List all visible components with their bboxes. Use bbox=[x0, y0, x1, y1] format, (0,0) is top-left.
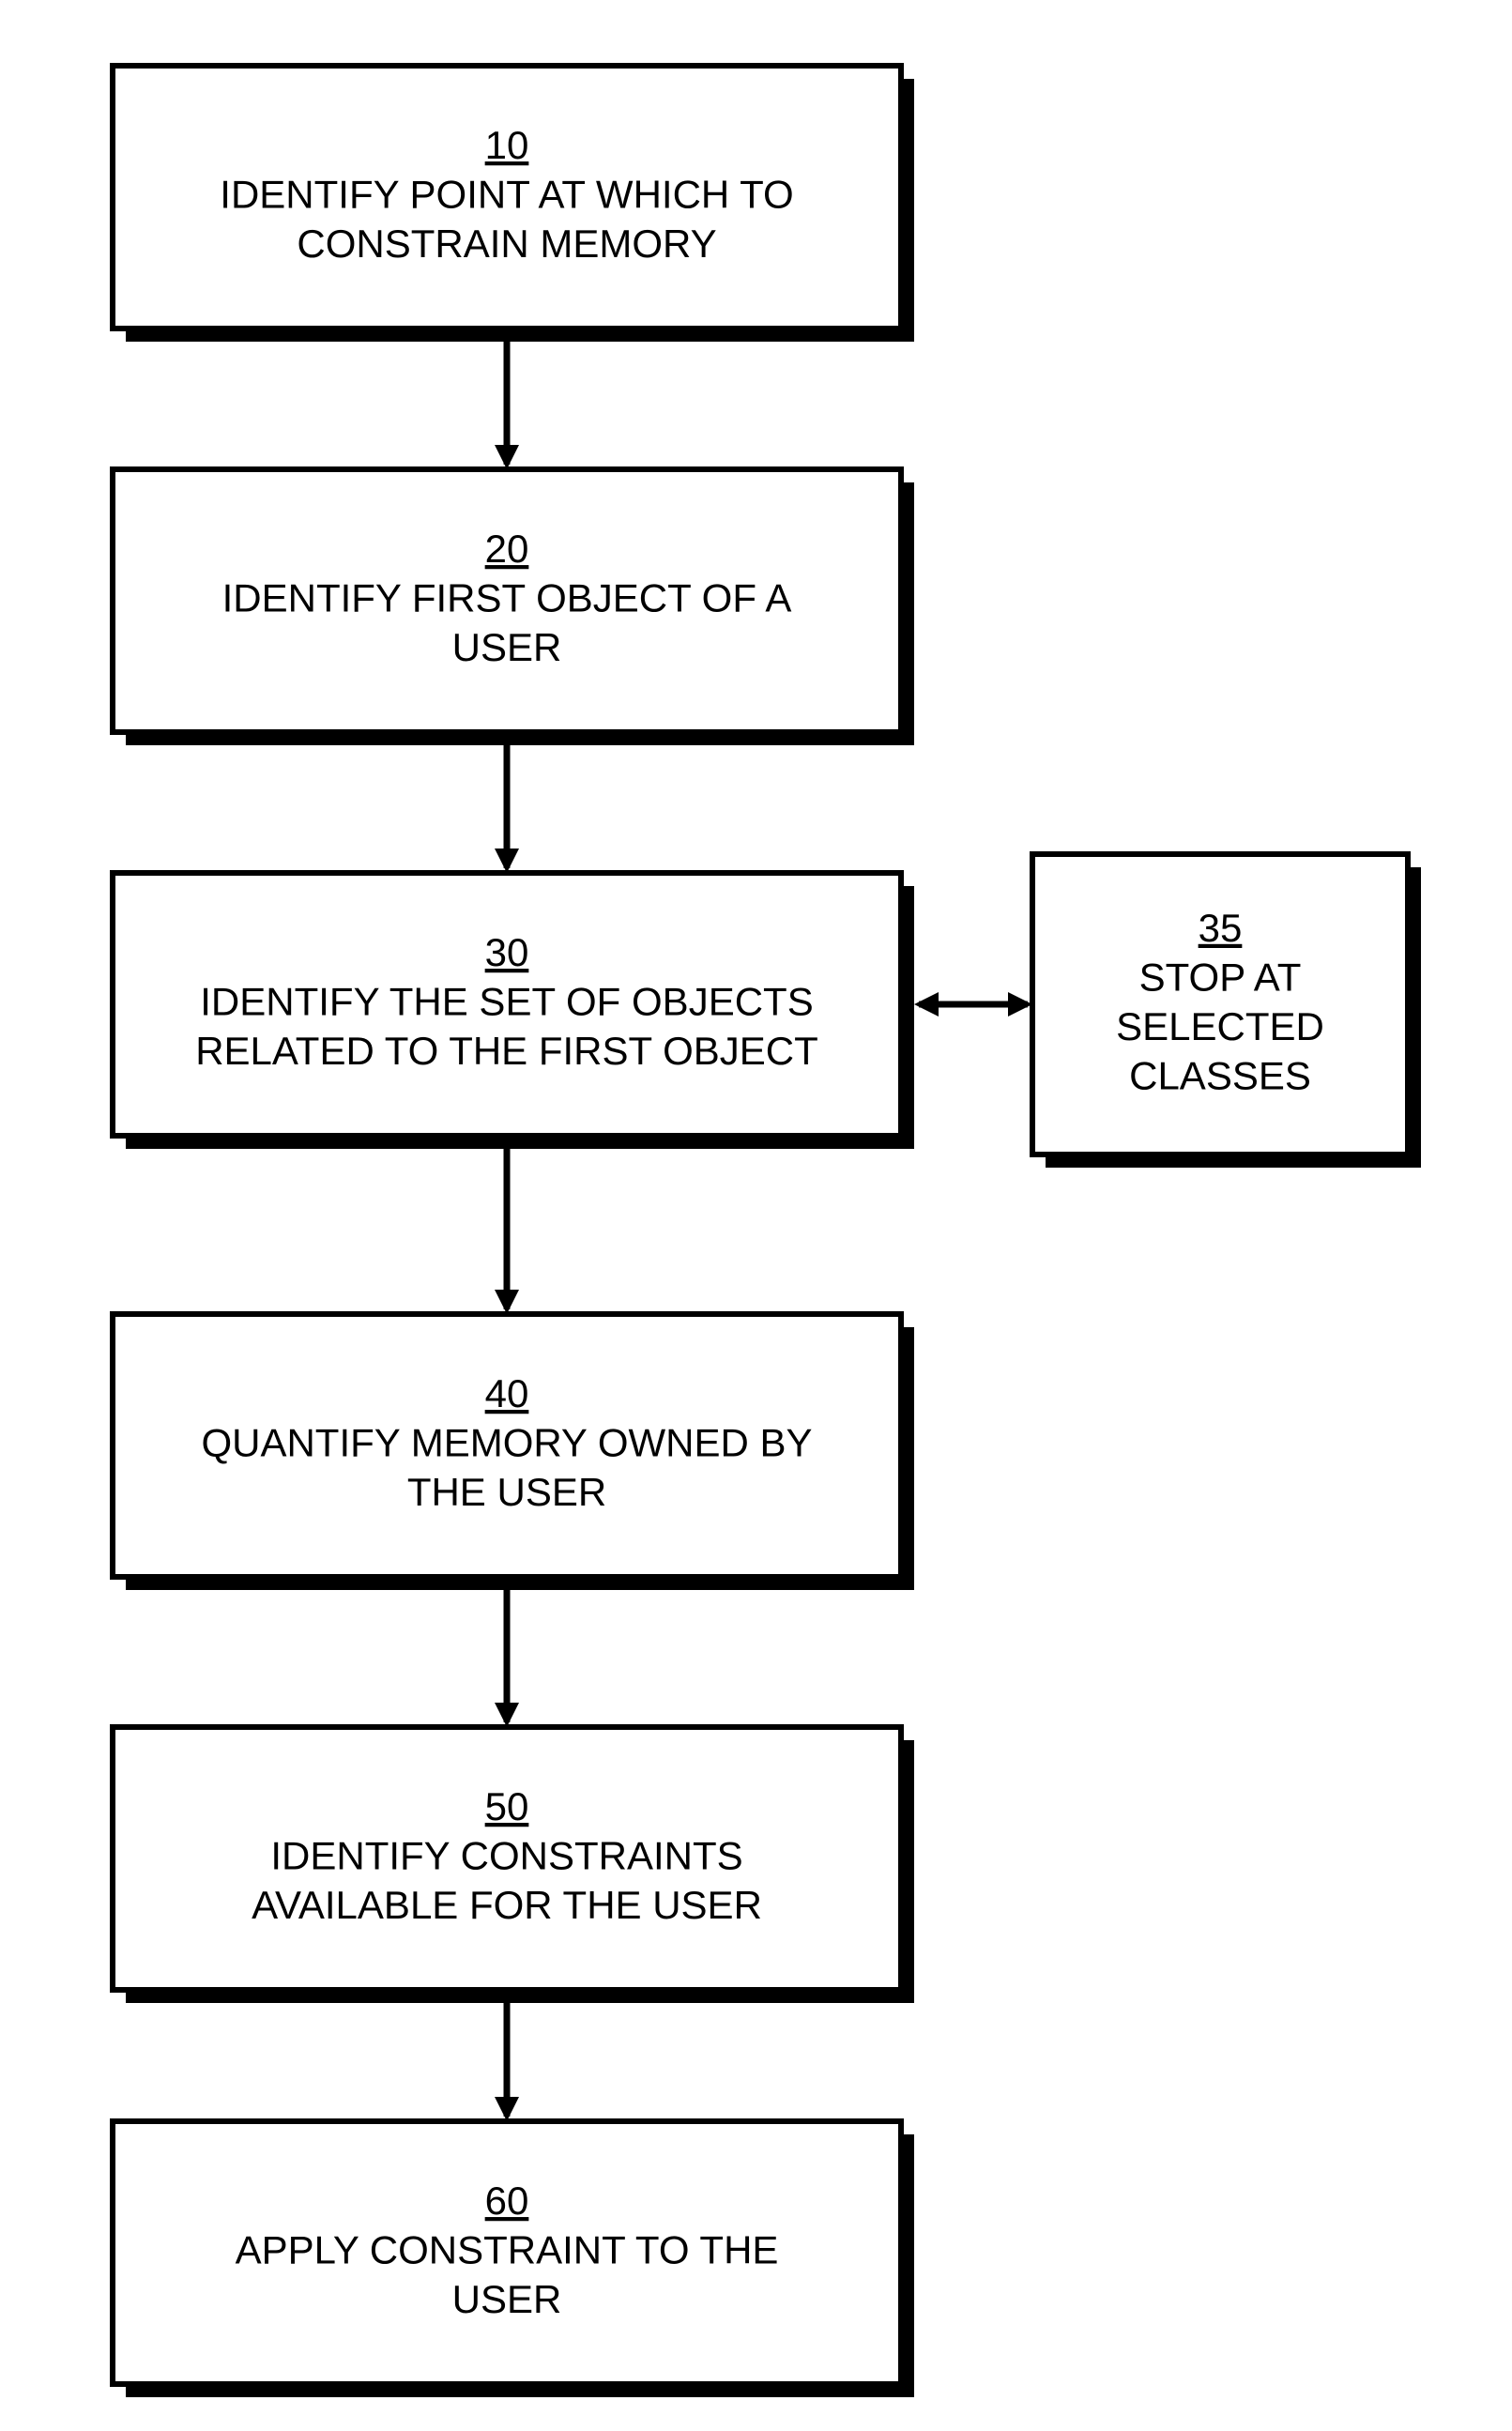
node-label-line: SELECTED bbox=[1116, 1004, 1324, 1048]
node-number: 50 bbox=[485, 1784, 529, 1828]
flow-node-n40: 40 QUANTIFY MEMORY OWNED BY THE USER bbox=[113, 1314, 914, 1590]
flow-node-n10: 10 IDENTIFY POINT AT WHICH TO CONSTRAIN ME… bbox=[113, 66, 914, 342]
flow-node-n20: 20 IDENTIFY FIRST OBJECT OF A USER bbox=[113, 469, 914, 745]
flow-node-n60: 60 APPLY CONSTRAINT TO THE USER bbox=[113, 2121, 914, 2397]
node-label-line: QUANTIFY MEMORY OWNED BY bbox=[201, 1421, 812, 1465]
node-label-line: IDENTIFY POINT AT WHICH TO bbox=[220, 173, 793, 217]
node-label-line: CLASSES bbox=[1129, 1053, 1311, 1097]
node-label-line: RELATED TO THE FIRST OBJECT bbox=[195, 1029, 818, 1073]
node-label-line: APPLY CONSTRAINT TO THE bbox=[236, 2228, 779, 2272]
node-number: 35 bbox=[1199, 906, 1243, 950]
node-label-line: CONSTRAIN MEMORY bbox=[297, 222, 716, 266]
flow-node-n30: 30 IDENTIFY THE SET OF OBJECTS RELATED TO … bbox=[113, 873, 914, 1149]
node-label-line: IDENTIFY FIRST OBJECT OF A bbox=[222, 576, 792, 620]
node-label-line: IDENTIFY THE SET OF OBJECTS bbox=[200, 980, 813, 1024]
node-label-line: IDENTIFY CONSTRAINTS bbox=[270, 1834, 742, 1878]
node-number: 30 bbox=[485, 930, 529, 974]
node-label-line: STOP AT bbox=[1139, 955, 1302, 999]
node-label-line: USER bbox=[452, 2277, 562, 2321]
flowchart-diagram: 10 IDENTIFY POINT AT WHICH TO CONSTRAIN ME… bbox=[0, 0, 1512, 2431]
node-number: 20 bbox=[485, 527, 529, 571]
node-number: 10 bbox=[485, 123, 529, 167]
node-number: 60 bbox=[485, 2179, 529, 2223]
flow-node-n50: 50 IDENTIFY CONSTRAINTS AVAILABLE FOR THE … bbox=[113, 1727, 914, 2003]
node-label-line: USER bbox=[452, 625, 562, 669]
node-label-line: THE USER bbox=[407, 1470, 606, 1514]
flow-node-n35: 35 STOP AT SELECTED CLASSES bbox=[1032, 854, 1421, 1168]
node-label-line: AVAILABLE FOR THE USER bbox=[252, 1883, 762, 1927]
node-number: 40 bbox=[485, 1371, 529, 1415]
